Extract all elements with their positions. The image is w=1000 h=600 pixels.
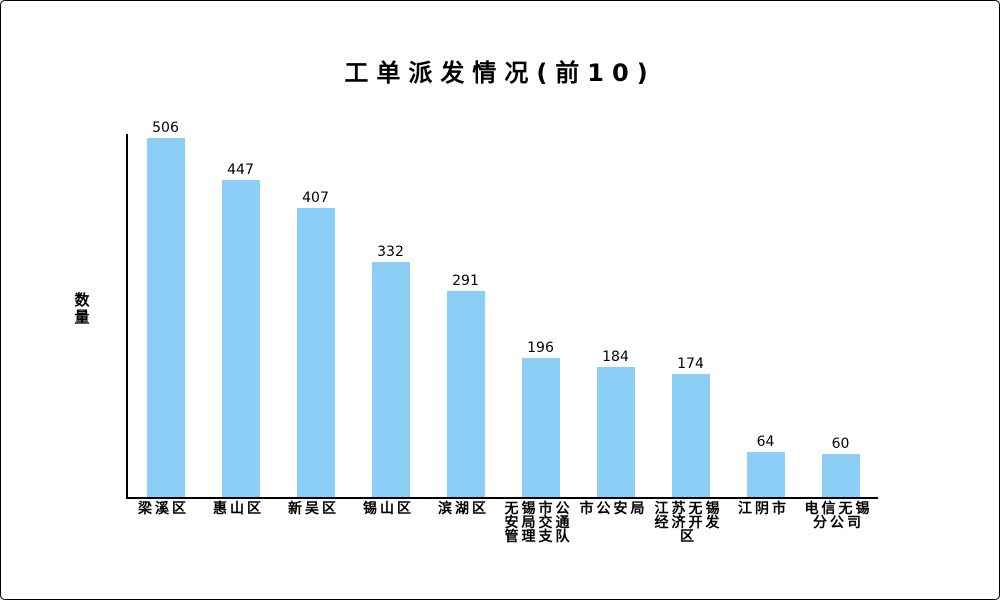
bar-slot: 506 <box>128 120 203 497</box>
bar[interactable] <box>596 367 635 497</box>
x-axis-category-label-line: 无锡市公 <box>504 501 573 517</box>
bar-value-label: 506 <box>152 120 179 136</box>
bar-slot: 60 <box>803 436 878 497</box>
x-axis-category-label: 滨湖区 <box>426 502 501 516</box>
bar-slot: 184 <box>578 349 653 497</box>
bar-slot: 447 <box>203 162 278 497</box>
x-axis-category-label-line: 分公司 <box>813 515 864 531</box>
x-axis-category-label: 江阴市 <box>726 502 801 516</box>
bars-area: 506 447 407 332 291 196 184 174 64 60 <box>128 120 878 497</box>
bar[interactable] <box>221 180 260 497</box>
x-axis-category-label: 市公安局 <box>576 502 651 516</box>
bar-value-label: 291 <box>452 273 479 289</box>
x-axis-category-label-line: 经济开发 <box>654 515 723 531</box>
x-axis-category-label: 无锡市公 安局交通 管理支队 <box>501 502 576 544</box>
bar[interactable] <box>821 454 860 497</box>
x-axis-category-label: 梁溪区 <box>126 502 201 516</box>
bar-slot: 64 <box>728 434 803 497</box>
x-axis-category-label: 电信无锡 分公司 <box>801 502 876 530</box>
bar-slot: 174 <box>653 356 728 497</box>
x-axis-category-label: 江苏无锡 经济开发区 <box>651 502 726 544</box>
x-axis-category-label-line: 新吴区 <box>288 501 339 517</box>
x-axis-category-label-line: 江苏无锡 <box>654 501 723 517</box>
bar[interactable] <box>146 138 185 497</box>
bar[interactable] <box>521 358 560 497</box>
bar[interactable] <box>746 452 785 497</box>
bar-slot: 407 <box>278 190 353 497</box>
bar[interactable] <box>296 208 335 497</box>
bar-slot: 332 <box>353 244 428 497</box>
x-axis-category-label-line: 惠山区 <box>213 501 264 517</box>
y-axis-label: 数量 <box>74 291 90 326</box>
x-axis-category-label-line: 市公安局 <box>579 501 648 517</box>
x-axis-category-label-line: 安局交通 <box>504 515 573 531</box>
x-axis-category-label: 锡山区 <box>351 502 426 516</box>
bar[interactable] <box>671 374 710 497</box>
bar-slot: 196 <box>503 340 578 497</box>
chart-title: 工单派发情况(前10) <box>344 59 656 87</box>
x-axis-category-label-line: 电信无锡 <box>804 501 873 517</box>
bar-value-label: 64 <box>756 434 775 450</box>
bar-value-label: 174 <box>677 356 704 372</box>
x-axis-category-label: 惠山区 <box>201 502 276 516</box>
x-axis-category-label-line: 区 <box>680 529 697 545</box>
x-axis-labels: 梁溪区 惠山区 新吴区 锡山区 滨湖区 无锡市公 安局交通 管理支队 市公安局 江苏无锡 经济开发区… <box>126 502 876 544</box>
x-axis-category-label-line: 梁溪区 <box>138 501 189 517</box>
bar-value-label: 184 <box>602 349 629 365</box>
bar-value-label: 407 <box>302 190 329 206</box>
x-axis-category-label: 新吴区 <box>276 502 351 516</box>
x-axis-category-label-line: 滨湖区 <box>438 501 489 517</box>
x-axis-category-label-line: 锡山区 <box>363 501 414 517</box>
plot-area: 506 447 407 332 291 196 184 174 64 60 <box>126 120 878 499</box>
bar-value-label: 196 <box>527 340 554 356</box>
bar-value-label: 447 <box>227 162 254 178</box>
bar[interactable] <box>446 291 485 497</box>
bar-value-label: 332 <box>377 244 404 260</box>
bar-value-label: 60 <box>831 436 850 452</box>
x-axis-category-label-line: 江阴市 <box>738 501 789 517</box>
bar-slot: 291 <box>428 273 503 497</box>
bar[interactable] <box>371 262 410 497</box>
x-axis-category-label-line: 管理支队 <box>504 529 573 545</box>
